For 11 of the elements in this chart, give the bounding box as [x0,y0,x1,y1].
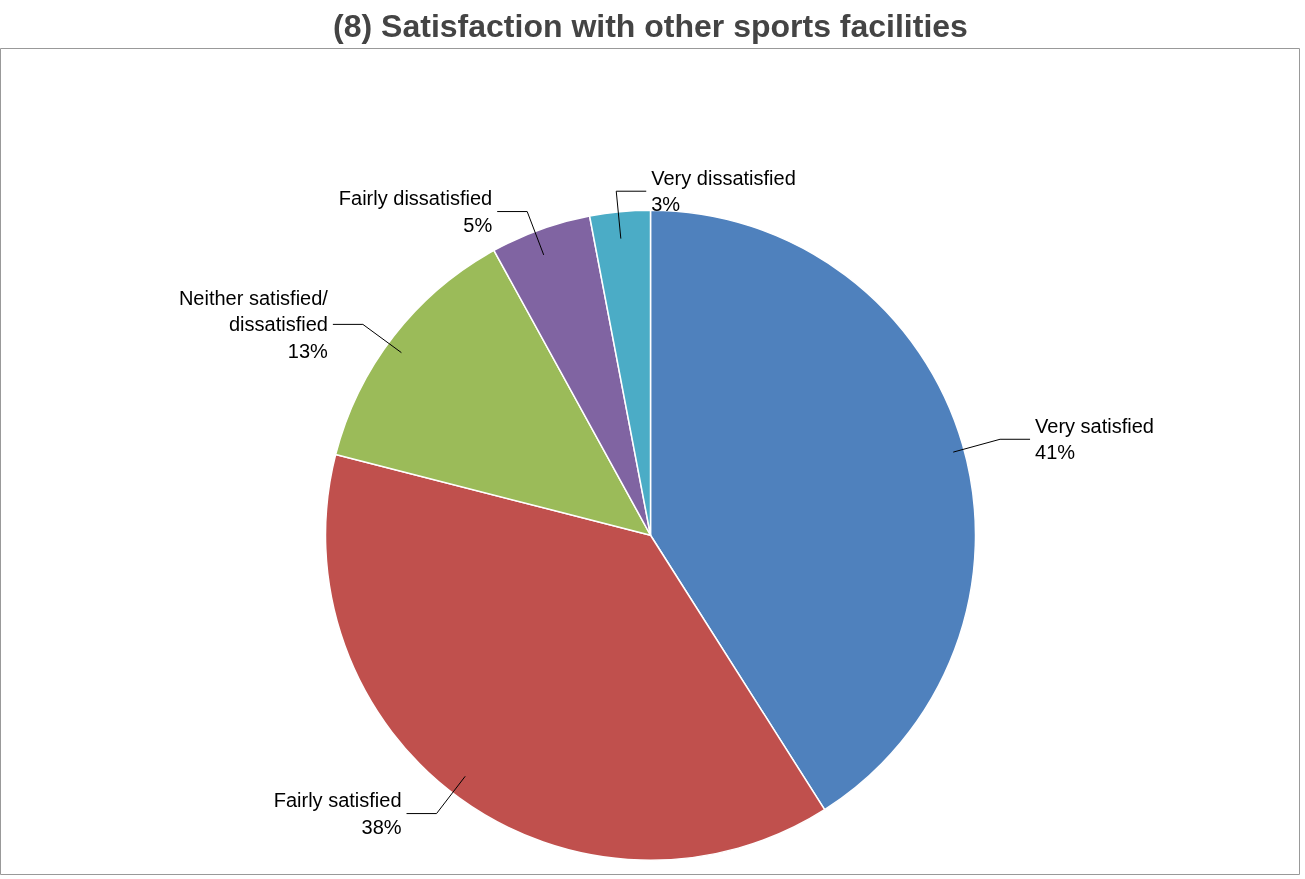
data-label: 3% [651,193,681,216]
slice-label: Fairly dissatisfied [338,187,493,210]
slice-label: Very satisfied [1035,415,1154,438]
slice-label: Very dissatisfied [651,167,796,190]
chart-title: (8) Satisfaction with other sports facilities [333,7,968,44]
data-label: 41% [1035,441,1076,464]
data-label: 13% [287,339,329,362]
data-label: 38% [361,815,402,838]
slice-label: Fairly satisfied [273,789,402,812]
data-label: 5% [463,213,493,236]
slice-label: Neither satisfied/ dissatisfied [178,286,329,336]
